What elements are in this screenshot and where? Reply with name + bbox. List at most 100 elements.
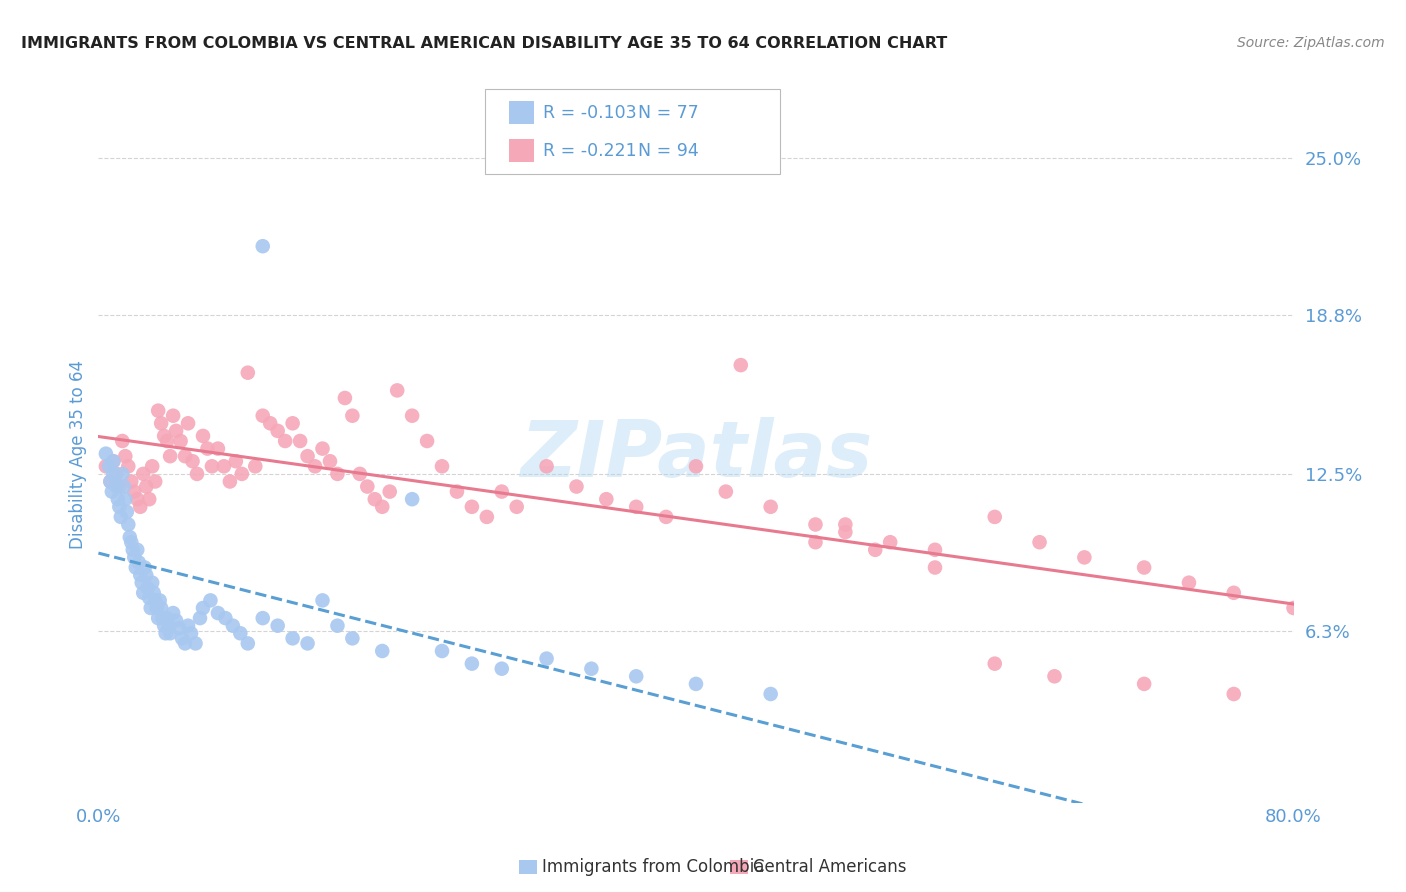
Point: [129, 568, 152, 582]
Point: [131, 575, 153, 590]
Point: [655, 509, 678, 524]
Point: [730, 358, 752, 372]
Point: [685, 677, 707, 691]
Point: [252, 239, 274, 253]
Point: [212, 459, 235, 474]
Point: [1223, 687, 1246, 701]
Point: [143, 475, 166, 489]
Point: [1073, 550, 1095, 565]
Point: [626, 669, 648, 683]
Point: [150, 417, 173, 431]
Point: [252, 611, 274, 625]
Point: [174, 449, 197, 463]
Point: [120, 535, 142, 549]
Point: [177, 417, 200, 431]
Point: [759, 687, 782, 701]
Point: [200, 593, 222, 607]
Point: [219, 475, 242, 489]
Point: [108, 479, 131, 493]
Text: Central Americans: Central Americans: [754, 858, 907, 876]
Point: [288, 434, 311, 448]
Point: [156, 611, 179, 625]
Point: [157, 618, 180, 632]
Point: [834, 517, 856, 532]
Point: [214, 611, 236, 625]
Point: [156, 434, 179, 448]
Point: [225, 454, 247, 468]
Point: [159, 626, 181, 640]
Point: [1133, 677, 1156, 691]
Point: [162, 409, 184, 423]
Point: [281, 632, 304, 646]
Point: [149, 593, 172, 607]
Point: [371, 500, 394, 514]
Point: [197, 442, 219, 456]
Point: [124, 550, 146, 565]
Point: [172, 632, 194, 646]
Point: [1133, 560, 1156, 574]
Point: [349, 467, 371, 481]
Point: [174, 636, 197, 650]
Point: [188, 611, 211, 625]
Point: [1028, 535, 1050, 549]
Point: [94, 447, 117, 461]
Point: [804, 535, 827, 549]
Point: [297, 636, 319, 650]
Point: [371, 644, 394, 658]
Point: [141, 575, 163, 590]
Point: [685, 459, 707, 474]
Point: [103, 454, 125, 468]
Point: [536, 651, 558, 665]
Point: [97, 459, 120, 474]
Point: [114, 492, 136, 507]
Point: [714, 484, 737, 499]
Point: [252, 409, 274, 423]
Point: [326, 467, 349, 481]
Point: [430, 459, 453, 474]
Point: [297, 449, 319, 463]
Point: [135, 479, 157, 493]
Point: [378, 484, 401, 499]
Point: [281, 417, 304, 431]
Point: [236, 636, 259, 650]
Point: [475, 509, 498, 524]
Point: [136, 581, 159, 595]
Point: [101, 484, 124, 499]
Point: [229, 626, 252, 640]
Point: [115, 505, 138, 519]
Text: Immigrants from Colombia: Immigrants from Colombia: [543, 858, 765, 876]
Point: [984, 509, 1007, 524]
Point: [117, 459, 139, 474]
Point: [128, 556, 150, 570]
Point: [143, 593, 166, 607]
Point: [155, 626, 177, 640]
Point: [1282, 601, 1305, 615]
Point: [108, 500, 131, 514]
Point: [207, 606, 229, 620]
Text: ZIPatlas: ZIPatlas: [520, 417, 872, 493]
Point: [506, 500, 529, 514]
Point: [94, 459, 117, 474]
Point: [141, 459, 163, 474]
Point: [125, 560, 148, 574]
Point: [201, 459, 224, 474]
Text: N = 77: N = 77: [638, 103, 699, 121]
Point: [461, 500, 484, 514]
Point: [111, 467, 134, 481]
Point: [581, 662, 603, 676]
Point: [142, 586, 165, 600]
Point: [356, 479, 378, 493]
Point: [129, 500, 152, 514]
Point: [152, 611, 174, 625]
Point: [416, 434, 439, 448]
Point: [231, 467, 253, 481]
Point: [759, 500, 782, 514]
Point: [165, 424, 187, 438]
Point: [461, 657, 484, 671]
Point: [138, 591, 160, 605]
Point: [107, 492, 129, 507]
Point: [342, 409, 364, 423]
Point: [879, 535, 901, 549]
Point: [110, 509, 132, 524]
Point: [98, 475, 122, 489]
